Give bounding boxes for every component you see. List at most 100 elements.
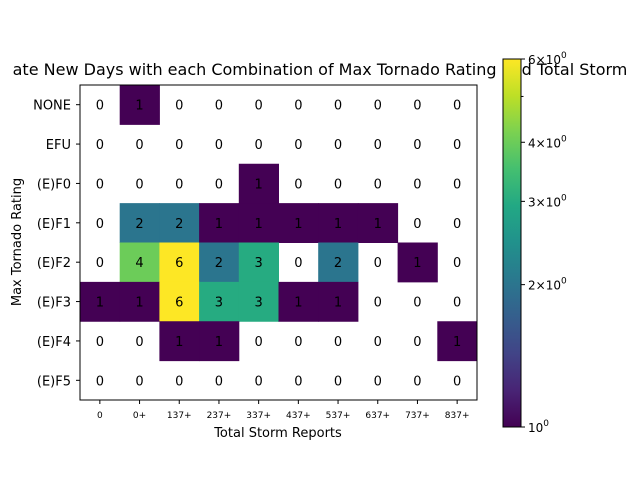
x-tick-label: 137+ — [167, 411, 192, 421]
cell-value-label: 1 — [255, 217, 263, 232]
cell-value-label: 0 — [334, 177, 342, 192]
heatmap-cell — [199, 242, 240, 283]
y-tick-label: (E)F5 — [37, 374, 71, 389]
heatmap-cell — [437, 321, 478, 362]
cell-value-label: 0 — [215, 177, 223, 192]
cell-value-label: 0 — [294, 256, 302, 271]
cell-value-label: 0 — [294, 177, 302, 192]
cell-value-label: 3 — [215, 296, 223, 311]
heatmap-cell — [119, 85, 160, 125]
cell-value-label: 0 — [135, 374, 143, 389]
cell-value-label: 1 — [334, 296, 342, 311]
cell-value-label: 4 — [135, 256, 143, 271]
heatmap-cell — [238, 163, 279, 204]
cell-value-label: 0 — [294, 335, 302, 350]
y-tick-label: (E)F2 — [37, 256, 71, 271]
y-tick-label: (E)F3 — [37, 296, 71, 311]
cell-value-label: 0 — [453, 217, 461, 232]
cell-value-label: 0 — [334, 374, 342, 389]
heatmap-cell — [119, 281, 160, 322]
heatmap-cell — [119, 242, 160, 283]
cell-value-label: 0 — [453, 374, 461, 389]
cell-value-label: 1 — [96, 296, 104, 311]
cell-value-label: 1 — [215, 335, 223, 350]
cell-value-label: 0 — [215, 138, 223, 153]
x-tick-label: 437+ — [286, 411, 311, 421]
cell-value-labels: 0 1 0 0 0 0 0 0 0 0 0 0 0 0 0 0 0 0 0 0 0 0 0 0 1 0 0 0 0 0 0 2 2 1 1 1 1 1 0 0… — [96, 99, 462, 390]
cell-value-label: 0 — [453, 177, 461, 192]
cell-value-label: 0 — [413, 335, 421, 350]
y-tick-label: (E)F4 — [37, 335, 71, 350]
x-tick-label: 337+ — [246, 411, 271, 421]
heatmap-cell — [397, 242, 438, 283]
cell-value-label: 1 — [294, 217, 302, 232]
cell-value-label: 2 — [175, 217, 183, 232]
cell-value-label: 0 — [175, 177, 183, 192]
cell-value-label: 6 — [175, 256, 183, 271]
heatmap-cell — [238, 281, 279, 322]
cell-value-label: 0 — [294, 99, 302, 114]
cell-value-label: 0 — [96, 177, 104, 192]
cell-value-label: 1 — [175, 335, 183, 350]
cell-value-label: 0 — [374, 335, 382, 350]
cell-value-label: 1 — [453, 335, 461, 350]
heatmap-cell — [159, 321, 200, 362]
cell-value-label: 0 — [374, 177, 382, 192]
heatmap-cell — [357, 203, 399, 243]
heatmap-cell — [278, 203, 319, 243]
cell-value-label: 0 — [175, 138, 183, 153]
x-tick-label: 0 — [97, 411, 103, 421]
cell-value-label: 0 — [215, 374, 223, 389]
colorbar — [502, 58, 522, 428]
colorbar-tick-label: 2×100 — [528, 277, 567, 293]
x-tick-label: 637+ — [365, 411, 390, 421]
cell-value-label: 0 — [175, 374, 183, 389]
cell-value-label: 3 — [255, 256, 263, 271]
heatmap-cell — [159, 281, 200, 322]
heatmap-cells — [80, 85, 478, 362]
cell-value-label: 2 — [215, 256, 223, 271]
cell-value-label: 0 — [215, 99, 223, 114]
cell-value-label: 0 — [96, 217, 104, 232]
cell-value-label: 0 — [135, 335, 143, 350]
heatmap-cell — [199, 203, 240, 243]
x-axis: 0 0+ 137+ 237+ 337+ 437+ 537+ 637+ 737+ 837+ — [97, 400, 470, 421]
colorbar-tick-label: 3×100 — [528, 193, 567, 209]
cell-value-label: 0 — [135, 177, 143, 192]
y-tick-label: (E)F0 — [37, 177, 71, 192]
cell-value-label: 1 — [215, 217, 223, 232]
cell-value-label: 0 — [374, 138, 382, 153]
cell-value-label: 1 — [374, 217, 382, 232]
x-tick-label: 537+ — [326, 411, 351, 421]
cell-value-label: 0 — [374, 374, 382, 389]
cell-value-label: 1 — [255, 177, 263, 192]
cell-value-label: 0 — [374, 256, 382, 271]
cell-value-label: 0 — [175, 99, 183, 114]
heatmap-cell — [159, 242, 200, 283]
colorbar-tick-label: 100 — [528, 419, 549, 435]
heatmap-cell — [199, 321, 240, 362]
y-tick-label: (E)F1 — [37, 217, 71, 232]
heatmap-cell — [278, 281, 319, 322]
colorbar-ticks: 100 2×100 3×100 4×100 6×100 — [521, 51, 567, 435]
cell-value-label: 2 — [135, 217, 143, 232]
cell-value-label: 0 — [334, 335, 342, 350]
cell-value-label: 0 — [453, 99, 461, 114]
cell-value-label: 0 — [255, 138, 263, 153]
cell-value-label: 3 — [255, 296, 263, 311]
cell-value-label: 0 — [96, 256, 104, 271]
cell-value-label: 0 — [413, 99, 421, 114]
cell-value-label: 2 — [334, 256, 342, 271]
y-axis-label: Max Tornado Rating — [10, 178, 25, 306]
cell-value-label: 0 — [135, 138, 143, 153]
cell-value-label: 1 — [294, 296, 302, 311]
heatmap-cell — [318, 281, 359, 322]
heatmap-cell — [159, 203, 200, 243]
x-tick-label: 0+ — [133, 411, 146, 421]
x-axis-label: Total Storm Reports — [213, 426, 342, 441]
cell-value-label: 1 — [135, 99, 143, 114]
cell-value-label: 1 — [413, 256, 421, 271]
cell-value-label: 0 — [255, 99, 263, 114]
cell-value-label: 0 — [453, 138, 461, 153]
